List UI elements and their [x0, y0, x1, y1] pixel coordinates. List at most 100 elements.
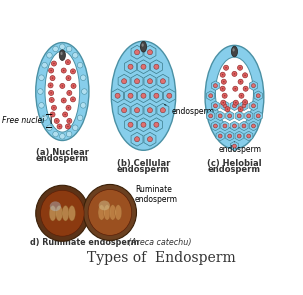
Circle shape: [228, 114, 232, 118]
Circle shape: [39, 75, 44, 81]
Circle shape: [235, 88, 236, 89]
Ellipse shape: [50, 201, 61, 211]
Circle shape: [237, 114, 241, 118]
Polygon shape: [144, 132, 156, 146]
Ellipse shape: [215, 57, 254, 129]
Circle shape: [65, 124, 71, 129]
Polygon shape: [230, 141, 238, 151]
Circle shape: [224, 65, 228, 70]
Circle shape: [247, 114, 251, 118]
Circle shape: [39, 103, 44, 108]
Circle shape: [63, 100, 65, 101]
Circle shape: [224, 95, 225, 96]
Circle shape: [223, 104, 227, 108]
Polygon shape: [254, 91, 262, 101]
Ellipse shape: [60, 52, 63, 55]
Circle shape: [50, 85, 51, 86]
Circle shape: [241, 95, 242, 96]
Circle shape: [160, 79, 165, 84]
Polygon shape: [144, 103, 156, 117]
Polygon shape: [216, 111, 224, 121]
Circle shape: [238, 106, 243, 112]
Circle shape: [52, 114, 53, 115]
Circle shape: [232, 104, 236, 108]
Circle shape: [52, 105, 56, 110]
Polygon shape: [131, 45, 143, 59]
Circle shape: [148, 137, 152, 142]
Circle shape: [135, 137, 140, 142]
Polygon shape: [138, 89, 149, 103]
Circle shape: [238, 65, 243, 70]
Polygon shape: [157, 74, 169, 88]
Circle shape: [68, 77, 69, 79]
Circle shape: [53, 63, 55, 64]
Circle shape: [225, 67, 227, 68]
Text: (a) Nuclear: (a) Nuclear: [36, 148, 89, 157]
Circle shape: [71, 97, 75, 102]
Circle shape: [67, 118, 72, 123]
Circle shape: [48, 83, 53, 88]
Circle shape: [57, 124, 62, 129]
Circle shape: [135, 50, 140, 55]
Circle shape: [122, 108, 127, 113]
Circle shape: [80, 103, 86, 108]
Circle shape: [167, 93, 172, 98]
Ellipse shape: [111, 41, 176, 150]
Circle shape: [154, 64, 159, 69]
Text: Ruminate
endosperm: Ruminate endosperm: [128, 185, 178, 204]
Ellipse shape: [36, 185, 89, 241]
Text: endosperm: endosperm: [117, 165, 170, 174]
Ellipse shape: [41, 190, 84, 236]
Circle shape: [72, 71, 74, 72]
Circle shape: [235, 102, 237, 104]
Circle shape: [251, 84, 255, 88]
Circle shape: [128, 122, 133, 127]
Polygon shape: [249, 81, 258, 90]
Circle shape: [66, 105, 71, 110]
Polygon shape: [125, 89, 136, 103]
Polygon shape: [216, 131, 224, 141]
Circle shape: [223, 81, 225, 83]
Polygon shape: [163, 89, 175, 103]
Circle shape: [220, 86, 225, 91]
Circle shape: [50, 112, 55, 117]
Ellipse shape: [88, 189, 132, 235]
Polygon shape: [240, 121, 248, 131]
Circle shape: [62, 85, 63, 87]
Polygon shape: [221, 121, 229, 131]
Circle shape: [50, 92, 52, 94]
Polygon shape: [225, 111, 234, 121]
Circle shape: [72, 99, 74, 100]
Circle shape: [238, 79, 243, 84]
Circle shape: [66, 46, 72, 52]
Ellipse shape: [68, 206, 75, 221]
Polygon shape: [131, 74, 143, 88]
Circle shape: [63, 112, 68, 117]
Polygon shape: [138, 118, 149, 132]
Circle shape: [61, 98, 66, 103]
Circle shape: [243, 86, 248, 91]
Polygon shape: [249, 121, 258, 131]
Text: (b) Cellular: (b) Cellular: [117, 159, 170, 168]
Circle shape: [256, 94, 260, 98]
Circle shape: [234, 73, 235, 75]
Polygon shape: [118, 103, 130, 117]
Circle shape: [128, 64, 133, 69]
Circle shape: [59, 44, 65, 50]
Circle shape: [225, 106, 230, 112]
Circle shape: [72, 53, 78, 58]
Circle shape: [42, 115, 47, 121]
Text: (Areca catechu): (Areca catechu): [128, 238, 191, 247]
Circle shape: [68, 92, 70, 94]
Ellipse shape: [56, 206, 63, 221]
Circle shape: [239, 67, 241, 68]
Circle shape: [237, 134, 241, 138]
Circle shape: [223, 124, 227, 128]
Circle shape: [160, 108, 165, 113]
Circle shape: [232, 144, 236, 148]
Circle shape: [209, 94, 213, 98]
Circle shape: [213, 84, 217, 88]
Circle shape: [135, 108, 140, 113]
Circle shape: [221, 100, 226, 105]
Circle shape: [53, 107, 55, 109]
